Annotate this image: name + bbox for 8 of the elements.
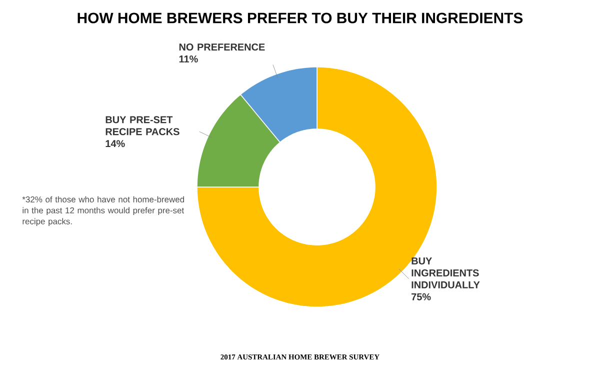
text: *32% of those who have not home-brewed in the past 12 months would prefer pre-set recipe packs.	[22, 196, 184, 226]
slice-label: BUY INGREDIENTS INDIVIDUALLY	[412, 258, 480, 288]
data-label: 11%	[179, 55, 198, 62]
data-label: 75%	[412, 293, 431, 300]
chart-title: HOW HOME BREWERS PREFER TO BUY THEIR INGREDIENTS	[78, 12, 523, 24]
data-label: 14%	[106, 140, 125, 148]
slice-label: BUY PRE-SET RECIPE PACKS	[106, 116, 180, 136]
slice-label: NO PREFERENCE	[179, 44, 265, 51]
